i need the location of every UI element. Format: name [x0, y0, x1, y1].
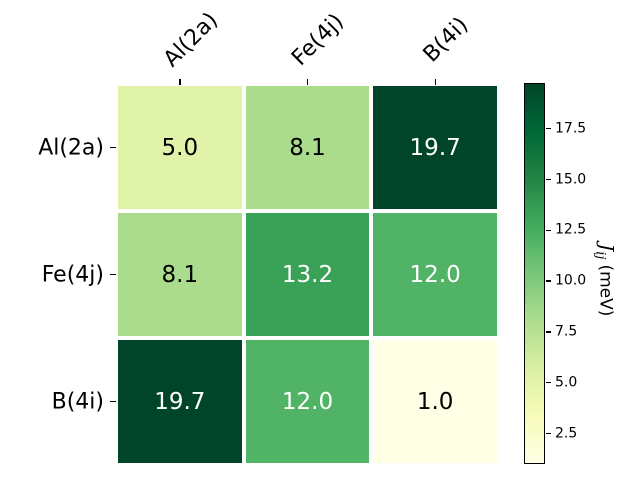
colorbar-tick-mark [546, 381, 551, 384]
colorbar-tick-label: 12.5 [555, 221, 587, 238]
x-tick-mark [179, 79, 181, 85]
colorbar-label-subscript: ij [592, 251, 608, 260]
colorbar-tick-mark [546, 432, 551, 435]
colorbar [524, 83, 545, 464]
y-tick-mark [110, 273, 116, 276]
x-tick-label-al2a: Al(2a) [158, 7, 224, 73]
colorbar-tick-label: 5.0 [555, 374, 578, 391]
x-tick-mark [306, 79, 309, 85]
heatmap-cell-al2a-b4i: 19.7 [373, 86, 497, 209]
colorbar-tick-label: 15.0 [555, 171, 587, 188]
colorbar-tick-mark [546, 127, 551, 130]
colorbar-tick-label: 10.0 [555, 272, 587, 289]
y-tick-mark [110, 400, 116, 403]
colorbar-tick-mark [546, 331, 551, 333]
heatmap-grid: 5.0 8.1 19.7 8.1 13.2 12.0 19.7 12.0 1.0 [118, 86, 497, 463]
x-tick-mark [434, 79, 436, 85]
colorbar-label-unit: (meV) [595, 264, 616, 317]
heatmap-cell-fe4j-al2a: 8.1 [118, 213, 242, 336]
colorbar-tick-mark [546, 280, 551, 282]
y-tick-label-fe4j: Fe(4j) [41, 262, 104, 287]
heatmap-cell-al2a-al2a: 5.0 [118, 86, 242, 209]
heatmap-cell-b4i-b4i: 1.0 [373, 340, 497, 463]
y-tick-mark [110, 146, 116, 149]
colorbar-tick-label: 7.5 [555, 323, 578, 340]
heatmap-cell-fe4j-fe4j: 13.2 [245, 213, 370, 336]
colorbar-axis-label: Jij (meV) [593, 244, 618, 317]
x-tick-label-fe4j: Fe(4j) [287, 9, 349, 71]
colorbar-tick-mark [546, 229, 551, 232]
colorbar-tick-label: 17.5 [555, 120, 587, 137]
heatmap-cell-fe4j-b4i: 12.0 [373, 213, 497, 336]
heatmap-cell-b4i-al2a: 19.7 [118, 340, 242, 463]
colorbar-label-symbol: J [595, 243, 618, 252]
heatmap-cell-al2a-fe4j: 8.1 [245, 86, 370, 209]
colorbar-tick-label: 2.5 [555, 425, 578, 442]
heatmap-cell-b4i-fe4j: 12.0 [245, 340, 370, 463]
x-tick-label-b4i: B(4i) [418, 12, 474, 68]
colorbar-gradient [525, 84, 544, 463]
colorbar-tick-mark [546, 178, 551, 181]
y-tick-label-b4i: B(4i) [51, 389, 104, 414]
y-tick-label-al2a: Al(2a) [38, 135, 104, 160]
